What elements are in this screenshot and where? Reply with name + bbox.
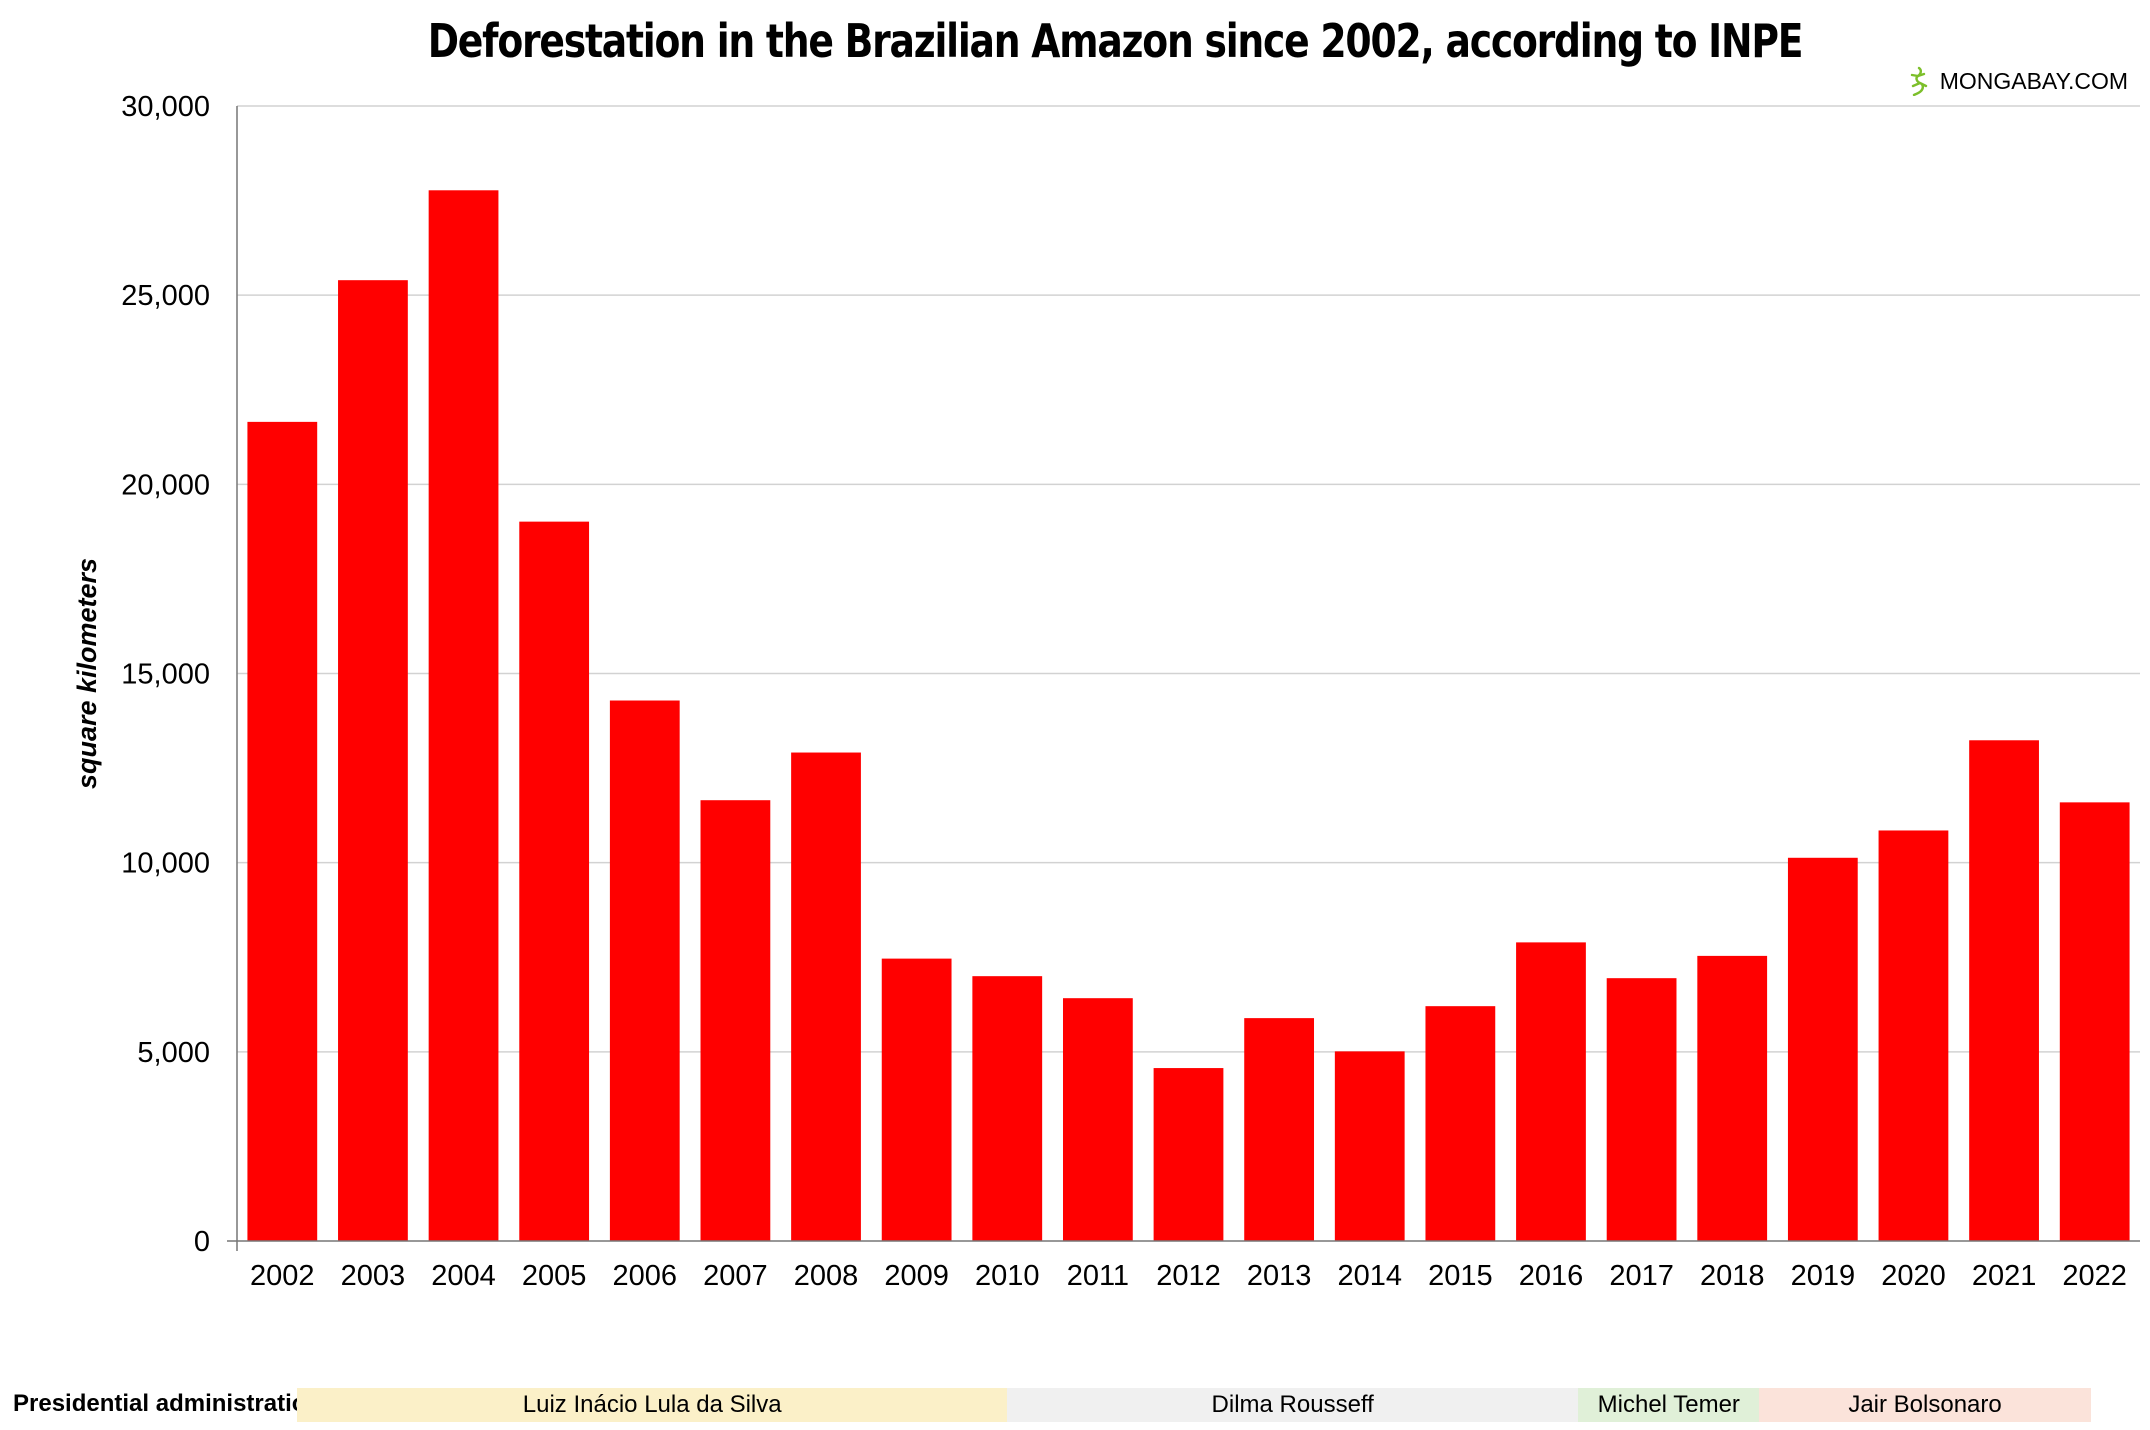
- bar-2017: [1606, 978, 1677, 1241]
- x-tick-label: 2010: [975, 1260, 1040, 1292]
- bar-2010: [972, 976, 1043, 1241]
- y-tick-label: 20,000: [121, 469, 210, 501]
- y-tick-label: 30,000: [121, 91, 210, 123]
- y-tick-label: 10,000: [121, 848, 210, 880]
- bar-2018: [1697, 955, 1768, 1241]
- y-axis-label: square kilometers: [72, 558, 102, 789]
- x-tick-label: 2014: [1337, 1260, 1402, 1292]
- y-tick-label: 25,000: [121, 280, 210, 312]
- x-tick-label: 2007: [703, 1260, 768, 1292]
- bar-2007: [700, 800, 771, 1241]
- administration-row: Presidential administration: Luiz Inácio…: [0, 1388, 2150, 1424]
- x-tick-label: 2009: [884, 1260, 949, 1292]
- y-tick-label: 5,000: [137, 1037, 210, 1069]
- x-tick-label: 2015: [1428, 1260, 1493, 1292]
- bars: [247, 190, 2130, 1242]
- x-tick-label: 2017: [1609, 1260, 1674, 1292]
- brand-text: MONGABAY.COM: [1939, 67, 2128, 94]
- x-tick-label: 2006: [613, 1260, 678, 1292]
- bar-2003: [338, 280, 408, 1241]
- admin-band-rousseff: Dilma Rousseff: [1007, 1388, 1579, 1422]
- brand-logo: MONGABAY.COM: [1908, 66, 2128, 96]
- admin-band-bolsonaro: Jair Bolsonaro: [1759, 1388, 2091, 1422]
- x-tick-label: 2004: [431, 1260, 496, 1292]
- bar-2014: [1334, 1051, 1405, 1241]
- x-tick-label: 2013: [1247, 1260, 1312, 1292]
- bar-2011: [1062, 998, 1133, 1241]
- admin-band-lula: Luiz Inácio Lula da Silva: [297, 1388, 1008, 1422]
- axes: [227, 106, 2140, 1251]
- x-tick-label: 2003: [341, 1260, 406, 1292]
- gecko-logo-icon: [1910, 66, 1927, 96]
- admin-band-temer: Michel Temer: [1578, 1388, 1760, 1422]
- bar-2022: [2059, 802, 2130, 1241]
- x-tick-label: 2016: [1519, 1260, 1584, 1292]
- x-tick-label: 2022: [2062, 1260, 2127, 1292]
- y-tick-label: 15,000: [121, 659, 210, 691]
- chart-title: Deforestation in the Brazilian Amazon si…: [427, 14, 1804, 68]
- x-tick-label: 2018: [1700, 1260, 1765, 1292]
- bar-2013: [1244, 1018, 1315, 1241]
- administration-label: Presidential administration:: [13, 1390, 330, 1417]
- bar-2002: [247, 421, 318, 1242]
- y-tick-labels: 0 5,000 10,000 15,000 20,000 25,000 30,000: [121, 91, 210, 1258]
- bar-2006: [609, 700, 680, 1241]
- x-tick-label: 2011: [1067, 1260, 1129, 1292]
- bar-2021: [1969, 740, 2039, 1241]
- bar-2020: [1878, 830, 1949, 1241]
- bar-2004: [428, 190, 499, 1241]
- x-tick-label: 2020: [1881, 1260, 1946, 1292]
- bar-2016: [1516, 942, 1586, 1241]
- y-tick-label: 0: [194, 1226, 210, 1258]
- bar-chart: 0 5,000 10,000 15,000 20,000 25,000 30,000 200…: [72, 91, 2140, 1292]
- x-tick-label: 2021: [1972, 1260, 2037, 1292]
- bar-2019: [1787, 857, 1858, 1241]
- bar-2015: [1425, 1006, 1496, 1241]
- x-tick-label: 2012: [1156, 1260, 1221, 1292]
- x-tick-label: 2002: [250, 1260, 315, 1292]
- bar-2009: [881, 958, 952, 1241]
- bar-2008: [791, 752, 861, 1241]
- x-tick-label: 2008: [794, 1260, 859, 1292]
- bar-2012: [1153, 1068, 1224, 1241]
- x-tick-label: 2019: [1791, 1260, 1856, 1292]
- x-tick-label: 2005: [522, 1260, 587, 1292]
- x-tick-labels: 2002 2003 2004 2005 2006 2007 2008 2009 2010 2011…: [250, 1260, 2127, 1292]
- bar-2005: [519, 521, 590, 1241]
